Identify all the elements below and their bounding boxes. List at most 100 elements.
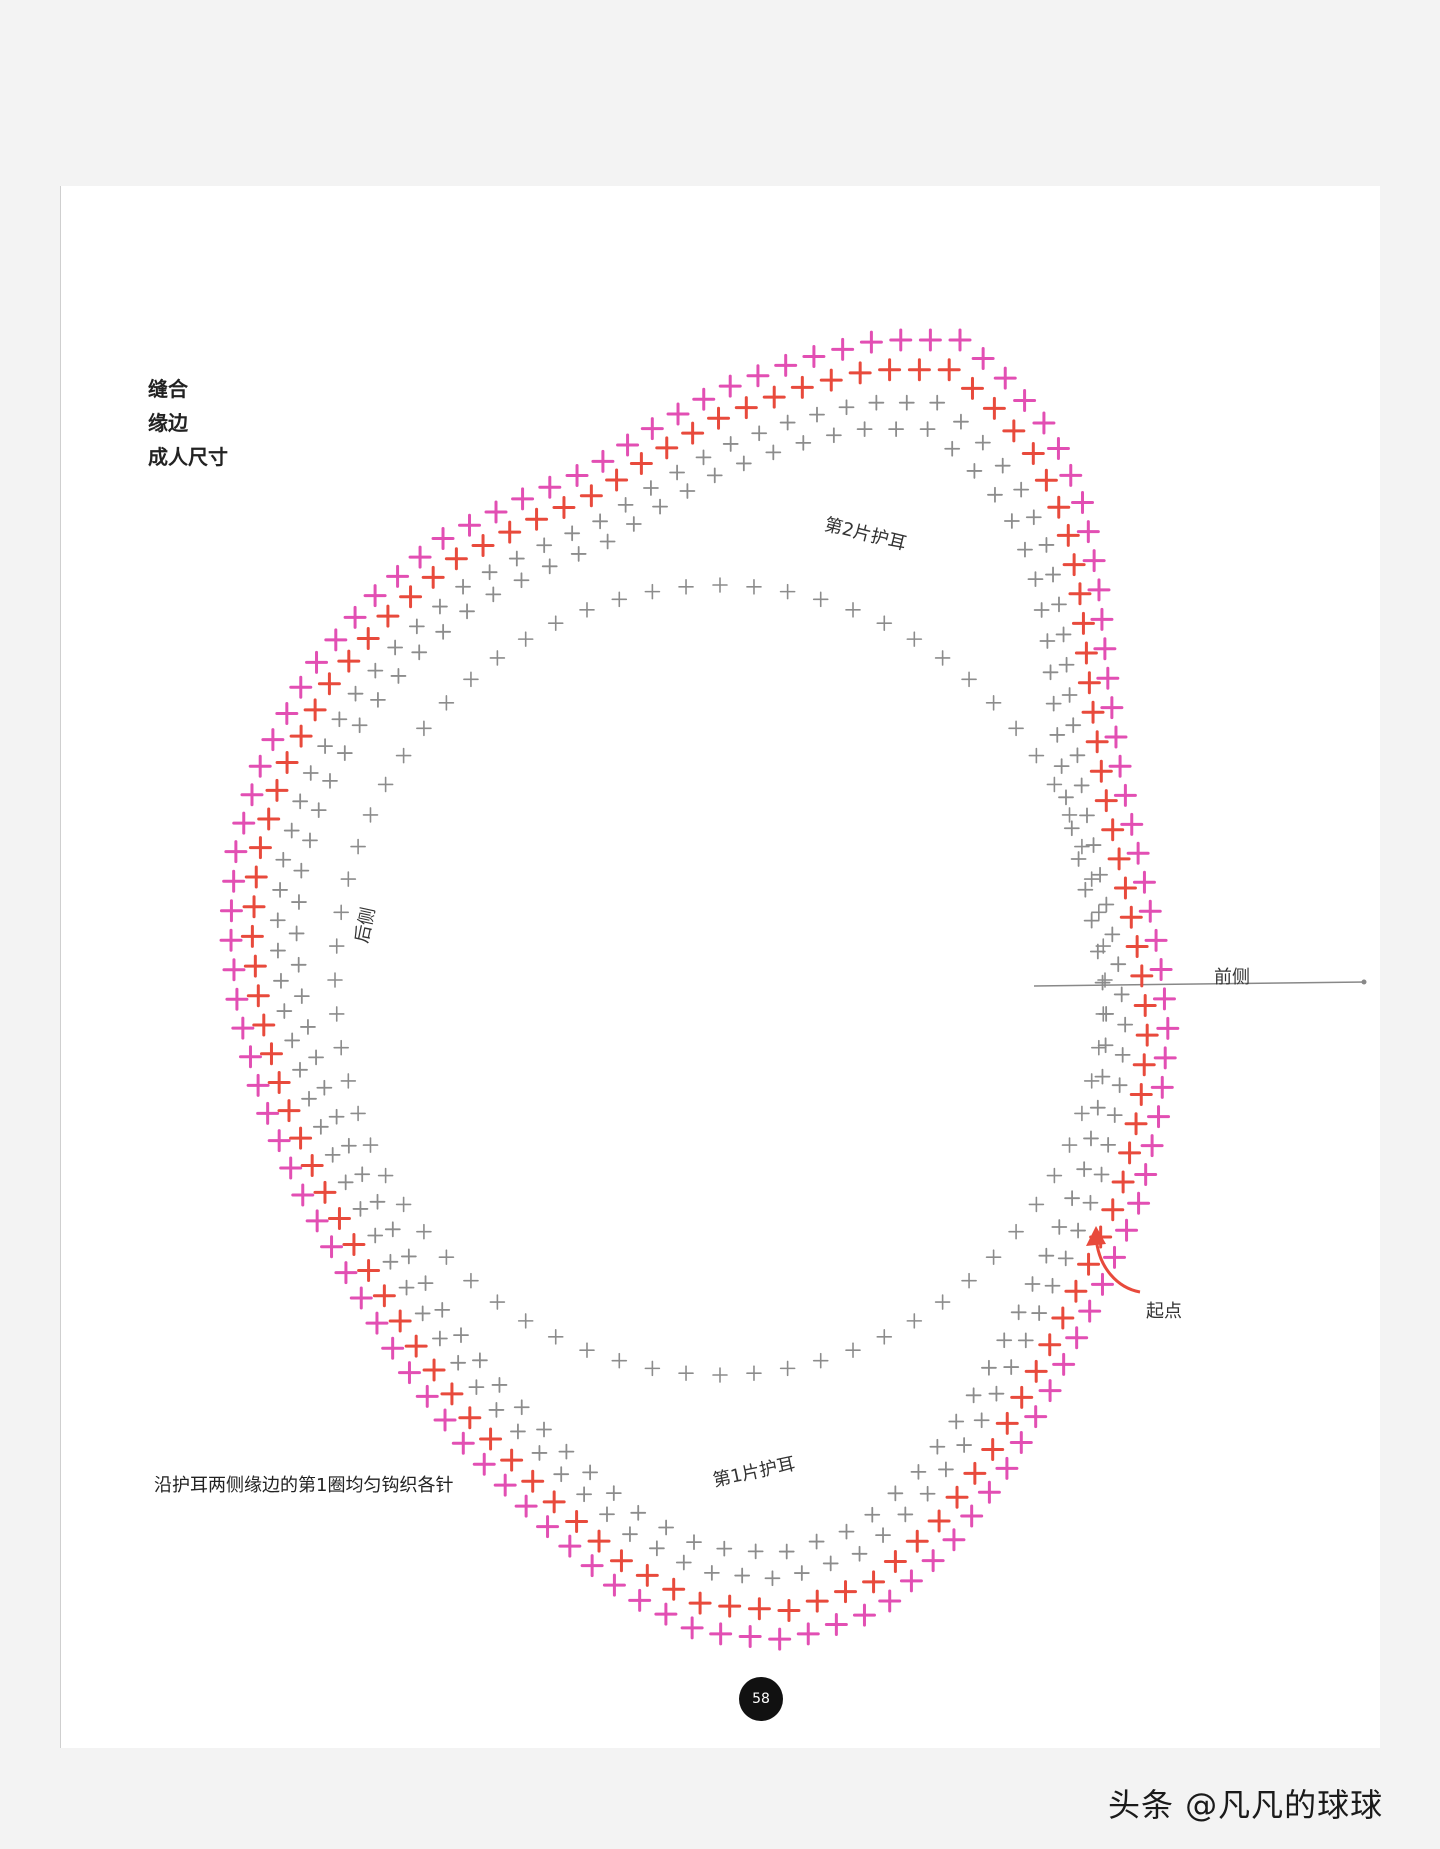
stitch-outer-54 [680,1616,704,1640]
stitch-inner-a-86 [432,598,448,615]
stitch-innermost-55 [746,579,762,595]
stitch-inner-a-21 [1113,986,1130,1003]
stitch-outer-25 [1156,1016,1180,1040]
stitch-innermost-70 [1091,904,1107,921]
stitch-inner-b-33 [965,1387,982,1404]
stitch-outer-9 [1082,549,1106,573]
stitch-outer-59 [558,1534,582,1558]
stitch-outer-97 [386,564,410,588]
stitch-outer-19 [1126,841,1150,865]
stitch-outer-51 [768,1627,792,1651]
stitch-innermost-44 [416,720,432,737]
stitch-middle-102 [655,436,679,460]
stitch-inner-a-7 [1045,566,1061,583]
stitch-outer-89 [248,754,272,778]
stitch-innermost-61 [934,650,951,666]
stitch-middle-12 [1077,671,1101,695]
stitch-innermost-21 [611,1352,628,1369]
stitch-inner-b-25 [1076,1161,1093,1178]
stitch-inner-b-12 [1053,758,1070,775]
stitch-inner-b-16 [1077,881,1094,898]
stitch-inner-b-58 [384,1221,401,1238]
stitch-outer-85 [222,869,246,893]
stitch-inner-b-11 [1049,727,1066,743]
stitch-inner-b-60 [354,1166,371,1183]
stitch-outer-4 [1032,411,1056,435]
stitch-inner-b-64 [308,1049,324,1066]
stitch-inner-a-67 [312,1118,329,1135]
stitch-inner-a-30 [1057,1250,1074,1267]
start-arrow-icon [1094,1235,1141,1294]
stitch-middle-99 [579,484,603,508]
stitch-innermost-20 [644,1360,661,1377]
stitch-inner-b-87 [652,498,668,515]
stitch-outer-57 [602,1573,626,1597]
stitch-inner-a-2 [974,434,991,451]
stitch-outer-90 [261,728,285,752]
stitch-inner-b-59 [369,1193,386,1210]
stitch-innermost-30 [377,1167,394,1184]
stitch-middle-78 [243,954,267,978]
stitch-innermost-14 [845,1342,861,1358]
stitch-inner-a-53 [553,1466,570,1483]
stitch-outer-23 [1149,957,1173,981]
stitch-outer-104 [565,464,589,488]
stitch-middle-30 [1101,1198,1125,1222]
stitch-outer-99 [431,526,455,550]
stitch-inner-a-34 [1003,1359,1020,1375]
stitch-inner-a-78 [292,793,309,810]
stitch-inner-b-68 [288,925,305,942]
stitch-inner-a-17 [1092,866,1108,883]
stitch-innermost-48 [517,631,534,647]
stitch-middle-37 [1010,1385,1034,1409]
stitch-middle-100 [605,468,629,492]
stitch-inner-a-83 [367,662,384,679]
stitch-inner-a-23 [1114,1047,1131,1063]
stitch-middle-35 [1038,1333,1062,1357]
stitch-outer-16 [1108,754,1132,778]
stitch-inner-b-90 [735,455,752,472]
stitch-outer-82 [222,958,246,982]
stitch-middle-4 [1021,442,1045,466]
stitch-inner-b-85 [599,533,616,550]
stitch-inner-a-26 [1100,1136,1117,1153]
stitch-inner-a-61 [398,1279,415,1296]
stitch-middle-7 [1056,523,1080,547]
stitch-middle-108 [819,368,843,392]
stitch-middle-80 [242,895,266,919]
stitch-outer-2 [993,366,1017,390]
stitch-outer-92 [289,675,313,699]
stitch-middle-50 [718,1594,742,1618]
stitch-innermost-60 [906,631,923,647]
front-pointer-dot [1361,979,1367,985]
stitch-inner-a-35 [988,1385,1005,1402]
stitch-middle-62 [440,1382,464,1406]
stitch-innermost-59 [876,615,893,631]
stitch-inner-b-32 [981,1359,997,1376]
stitch-middle-63 [422,1358,446,1382]
stitch-middle-58 [521,1469,545,1493]
stitch-innermost-43 [395,747,412,764]
stitch-inner-a-4 [1013,481,1030,498]
stitch-middle-42 [927,1509,951,1533]
stitch-inner-a-6 [1038,537,1055,553]
stitch-outer-87 [232,811,256,835]
stitch-outer-15 [1104,725,1128,749]
stitch-innermost-9 [985,1249,1002,1265]
stitch-inner-b-38 [864,1506,881,1523]
stitch-outer-117 [918,328,942,352]
stitch-outer-31 [1127,1191,1151,1215]
stitch-inner-a-92 [592,513,608,530]
stitch-inner-a-12 [1065,717,1082,734]
stitch-inner-b-79 [435,623,452,640]
stitch-inner-a-55 [510,1423,526,1440]
stitch-inner-a-36 [973,1412,990,1429]
stitch-innermost-63 [985,695,1002,711]
stitch-middle-48 [777,1598,801,1622]
stitch-inner-a-29 [1070,1222,1086,1239]
stitch-outer-17 [1113,783,1137,807]
stitch-middle-38 [995,1411,1019,1435]
stitch-outer-1 [971,347,995,371]
stitch-innermost-66 [1046,776,1063,793]
stitch-outer-77 [256,1101,280,1125]
